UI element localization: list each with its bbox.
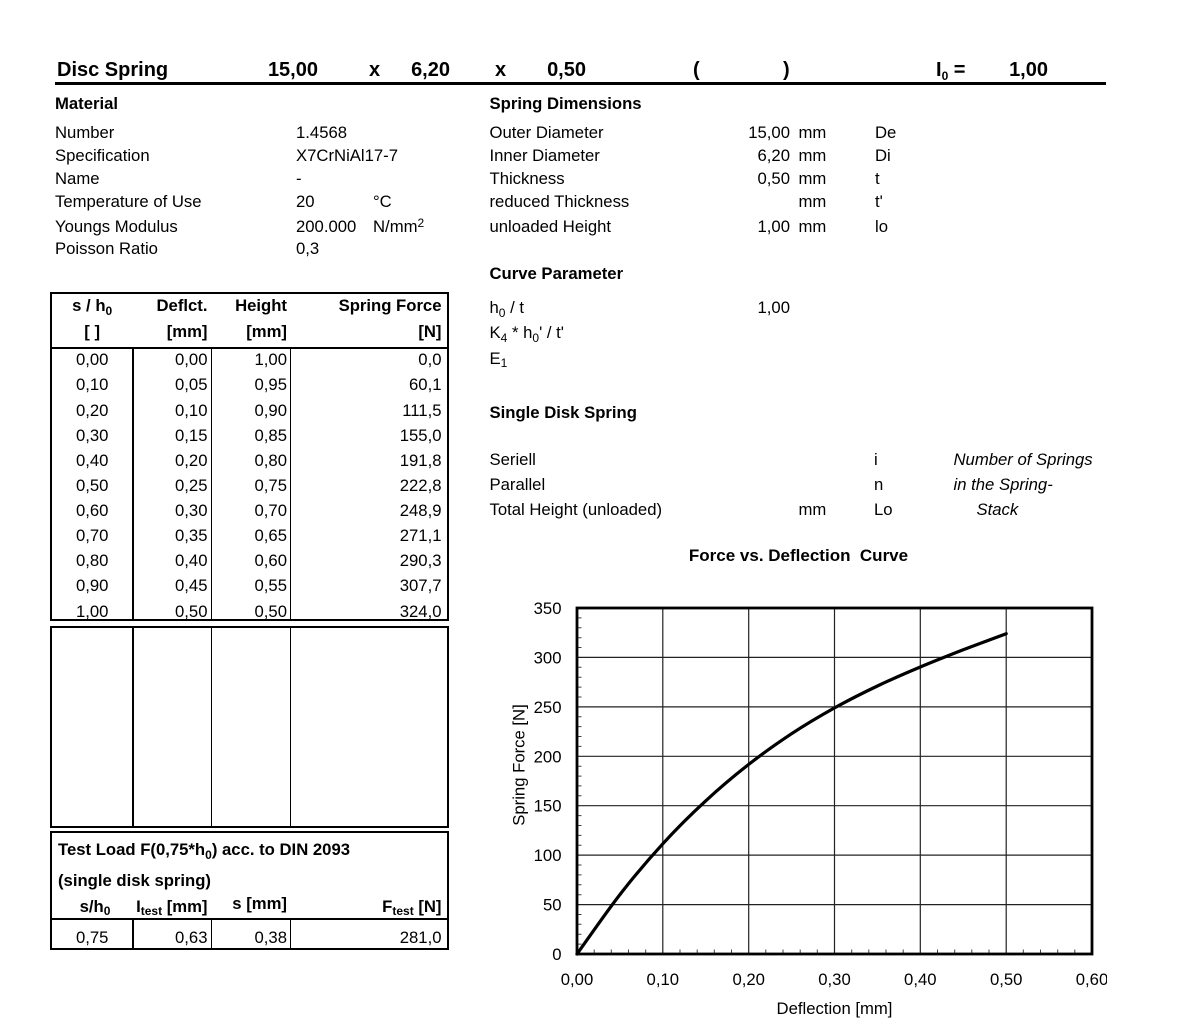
- svg-text:0,40: 0,40: [904, 970, 936, 989]
- svg-text:Spring Force [N]: Spring Force [N]: [510, 704, 529, 826]
- svg-text:350: 350: [534, 599, 562, 618]
- svg-text:0,10: 0,10: [647, 970, 679, 989]
- svg-text:50: 50: [543, 896, 562, 915]
- svg-text:0,00: 0,00: [561, 970, 593, 989]
- svg-text:0: 0: [552, 945, 561, 964]
- svg-text:300: 300: [534, 648, 562, 667]
- svg-text:0,50: 0,50: [990, 970, 1022, 989]
- svg-text:200: 200: [534, 747, 562, 766]
- svg-text:250: 250: [534, 698, 562, 717]
- svg-text:150: 150: [534, 797, 562, 816]
- svg-text:0,20: 0,20: [732, 970, 764, 989]
- svg-text:0,60: 0,60: [1076, 970, 1107, 989]
- svg-text:Deflection [mm]: Deflection [mm]: [777, 999, 893, 1018]
- svg-text:Force vs. Deflection Curve: Force vs. Deflection Curve: [689, 546, 908, 565]
- svg-text:0,30: 0,30: [818, 970, 850, 989]
- svg-text:100: 100: [534, 846, 562, 865]
